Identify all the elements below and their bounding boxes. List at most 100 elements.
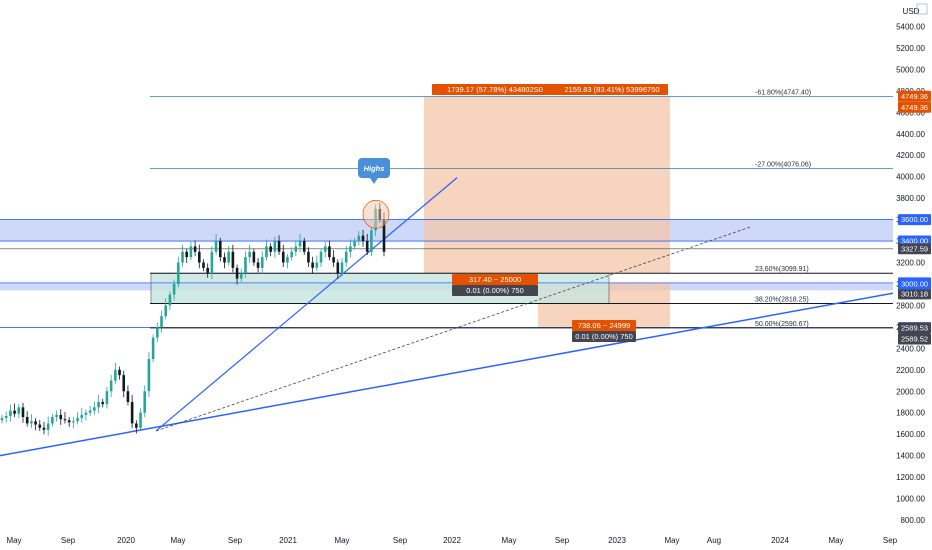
candle-body — [210, 251, 214, 274]
time-tick-label: Sep — [228, 536, 243, 545]
trendline-long[interactable] — [0, 285, 932, 457]
candle-body — [122, 375, 126, 392]
price-tag: 3000.00 — [898, 278, 931, 290]
price-axis-bg — [893, 0, 932, 528]
price-tag-bg — [898, 214, 931, 226]
candle-body — [93, 407, 96, 411]
position-label-6[interactable]: 0.01 (0.00%) 750 — [572, 331, 636, 342]
candle-body — [193, 246, 197, 252]
chart-lines: -61.80%(4747.40) -27.00%(4076.06) 23.60%(3… — [0, 89, 932, 457]
candle-body — [76, 418, 79, 422]
candle-body — [344, 251, 348, 263]
candle-body — [214, 241, 218, 252]
chart-overlays[interactable]: Highs 1739.17 (57.78%) 434802S0 2159.83 (8… — [358, 84, 668, 342]
candle-body — [160, 316, 163, 327]
trendline-steep[interactable] — [155, 177, 458, 432]
candle-body — [17, 407, 21, 414]
price-tick-label: 3800.00 — [896, 194, 925, 203]
candle-body — [357, 235, 361, 242]
candle-body — [67, 420, 71, 423]
candle-body — [105, 391, 109, 405]
candle-body — [277, 241, 281, 252]
time-tick-label: Sep — [393, 536, 408, 545]
candle-body — [370, 230, 373, 252]
candle-body — [114, 369, 117, 381]
time-tick-label: May — [334, 536, 349, 545]
chart-settings-icon[interactable] — [916, 3, 928, 15]
candle-body — [147, 359, 151, 392]
price-tag-bg — [898, 101, 931, 113]
price-tag: 4749.36 — [898, 90, 931, 102]
position-label-2-bg — [556, 84, 668, 95]
price-tag: 4749.36 — [898, 101, 931, 113]
time-tick-label: Sep — [61, 536, 76, 545]
fib-label: -61.80%(4747.40) — [755, 89, 811, 96]
highs-callout[interactable] — [358, 158, 390, 184]
candle-body — [239, 273, 243, 279]
candle-body — [365, 241, 369, 252]
candle-body — [260, 257, 264, 268]
price-tick-label: 5200.00 — [896, 44, 925, 53]
position-label-3-bg — [452, 274, 538, 285]
candle-body — [72, 421, 75, 423]
price-tag-bg — [898, 333, 931, 345]
candle-body — [185, 251, 189, 258]
long-position-target-zone[interactable] — [424, 96, 670, 274]
candle-body — [172, 283, 176, 295]
price-tick-label: 1800.00 — [896, 409, 925, 418]
price-tag-text: 3327.59 — [901, 244, 928, 253]
price-tick-label: 2000.00 — [896, 387, 925, 396]
candle-body — [156, 326, 159, 338]
time-tick-label: 2023 — [608, 536, 626, 545]
candle-body — [340, 262, 344, 274]
position-label-5[interactable]: 738.06 ~ 24999 — [572, 320, 636, 331]
price-tag-bg — [898, 90, 931, 102]
position-label-3[interactable]: 317.40 ~ 25000 — [452, 274, 538, 285]
price-tag-bg — [898, 322, 931, 334]
price-axis[interactable]: USD 5400.005200.005000.004800.004600.004… — [893, 0, 932, 528]
candle-body — [9, 410, 12, 416]
candle-body — [290, 251, 293, 258]
candle-body — [307, 251, 310, 263]
fib-label: 38.20%(2818.25) — [755, 296, 809, 303]
candle-body — [34, 421, 37, 425]
candle-body — [4, 415, 8, 419]
candle-body — [231, 251, 235, 268]
candle-body — [139, 412, 142, 428]
price-tag: 2589.52 — [898, 333, 931, 345]
candle-body — [189, 246, 193, 258]
position-label-2[interactable]: 2159.83 (83.41%) 53996750 — [556, 84, 668, 95]
price-tick-label: 5000.00 — [896, 65, 925, 74]
price-tag-text: 4749.36 — [901, 103, 928, 112]
candle-body — [336, 262, 340, 274]
position-label-6-text: 0.01 (0.00%) 750 — [575, 332, 633, 341]
candle-body — [269, 246, 272, 252]
position-label-1[interactable]: 1739.17 (57.78%) 434802S0 — [432, 84, 558, 95]
candle-body — [164, 305, 168, 317]
candle-body — [332, 257, 335, 263]
candle-body — [265, 246, 268, 258]
candle-body — [248, 251, 251, 258]
price-tick-label: 4400.00 — [896, 130, 925, 139]
price-tag-text: 3600.00 — [901, 215, 928, 224]
time-tick-label: May — [501, 536, 516, 545]
time-axis[interactable]: May Sep 2020 May Sep 2021 May Sep 2022 May Sep 2023… — [0, 530, 932, 550]
time-tick-label: May — [170, 536, 185, 545]
highs-circle[interactable] — [362, 199, 390, 229]
position-label-4[interactable]: 0.01 (0.00%) 750 — [452, 285, 538, 296]
fib-label: 50.00%(2590.67) — [755, 321, 809, 328]
time-tick-label: Sep — [883, 536, 898, 545]
candle-body — [21, 407, 25, 417]
price-tag: 3600.00 — [898, 214, 931, 226]
candle-body — [256, 262, 260, 268]
position-label-1-bg — [432, 84, 558, 95]
candle-body — [59, 414, 63, 420]
candle-body — [273, 241, 277, 252]
price-tick-label: 2200.00 — [896, 366, 925, 375]
position-label-5-bg — [572, 320, 636, 331]
candle-body — [168, 294, 172, 306]
candle-body — [13, 410, 16, 414]
time-tick-label: 2020 — [117, 536, 135, 545]
